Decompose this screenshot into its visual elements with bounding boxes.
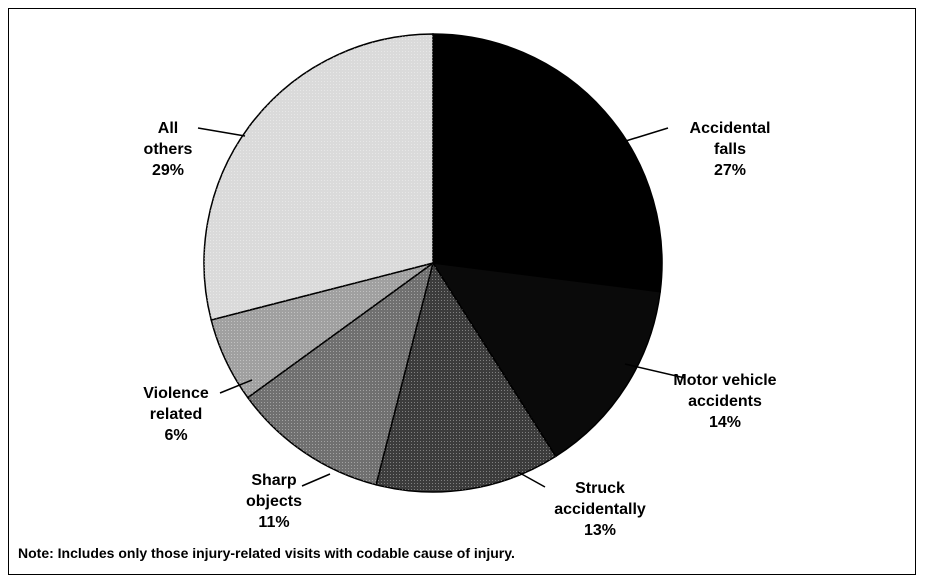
slice-label: Struck accidentally 13% — [545, 478, 655, 541]
slice-label: Accidental falls 27% — [680, 118, 780, 181]
category-name: Violence related — [143, 385, 209, 423]
value-label: 11% — [258, 514, 290, 531]
category-name: Accidental falls — [689, 120, 771, 158]
pie-slice — [431, 262, 662, 458]
category-name: Sharp objects — [245, 472, 302, 510]
value-label: 6% — [164, 427, 188, 444]
slice-texture — [247, 263, 433, 485]
slice-label: All others 29% — [138, 118, 198, 181]
value-label: 13% — [583, 522, 617, 539]
value-label: 29% — [151, 162, 185, 179]
note: Note: Includes only those injury-related… — [18, 545, 515, 561]
slice-label: Motor vehicle accidents 14% — [655, 370, 795, 433]
slice-label: Sharp objects 11% — [238, 470, 310, 533]
leader-lines — [197, 127, 686, 488]
category-name: All others — [143, 120, 193, 158]
slice-texture — [376, 263, 556, 492]
slice-label: Violence related 6% — [128, 383, 224, 446]
value-label: 14% — [708, 414, 742, 431]
chart-frame — [8, 8, 916, 575]
slice-texture — [204, 34, 433, 320]
value-label: 27% — [713, 162, 747, 179]
category-name: Motor vehicle accidents — [673, 372, 777, 410]
slice-texture — [211, 263, 433, 398]
category-name: Struck accidentally — [554, 480, 646, 518]
pie-slice — [432, 33, 663, 293]
